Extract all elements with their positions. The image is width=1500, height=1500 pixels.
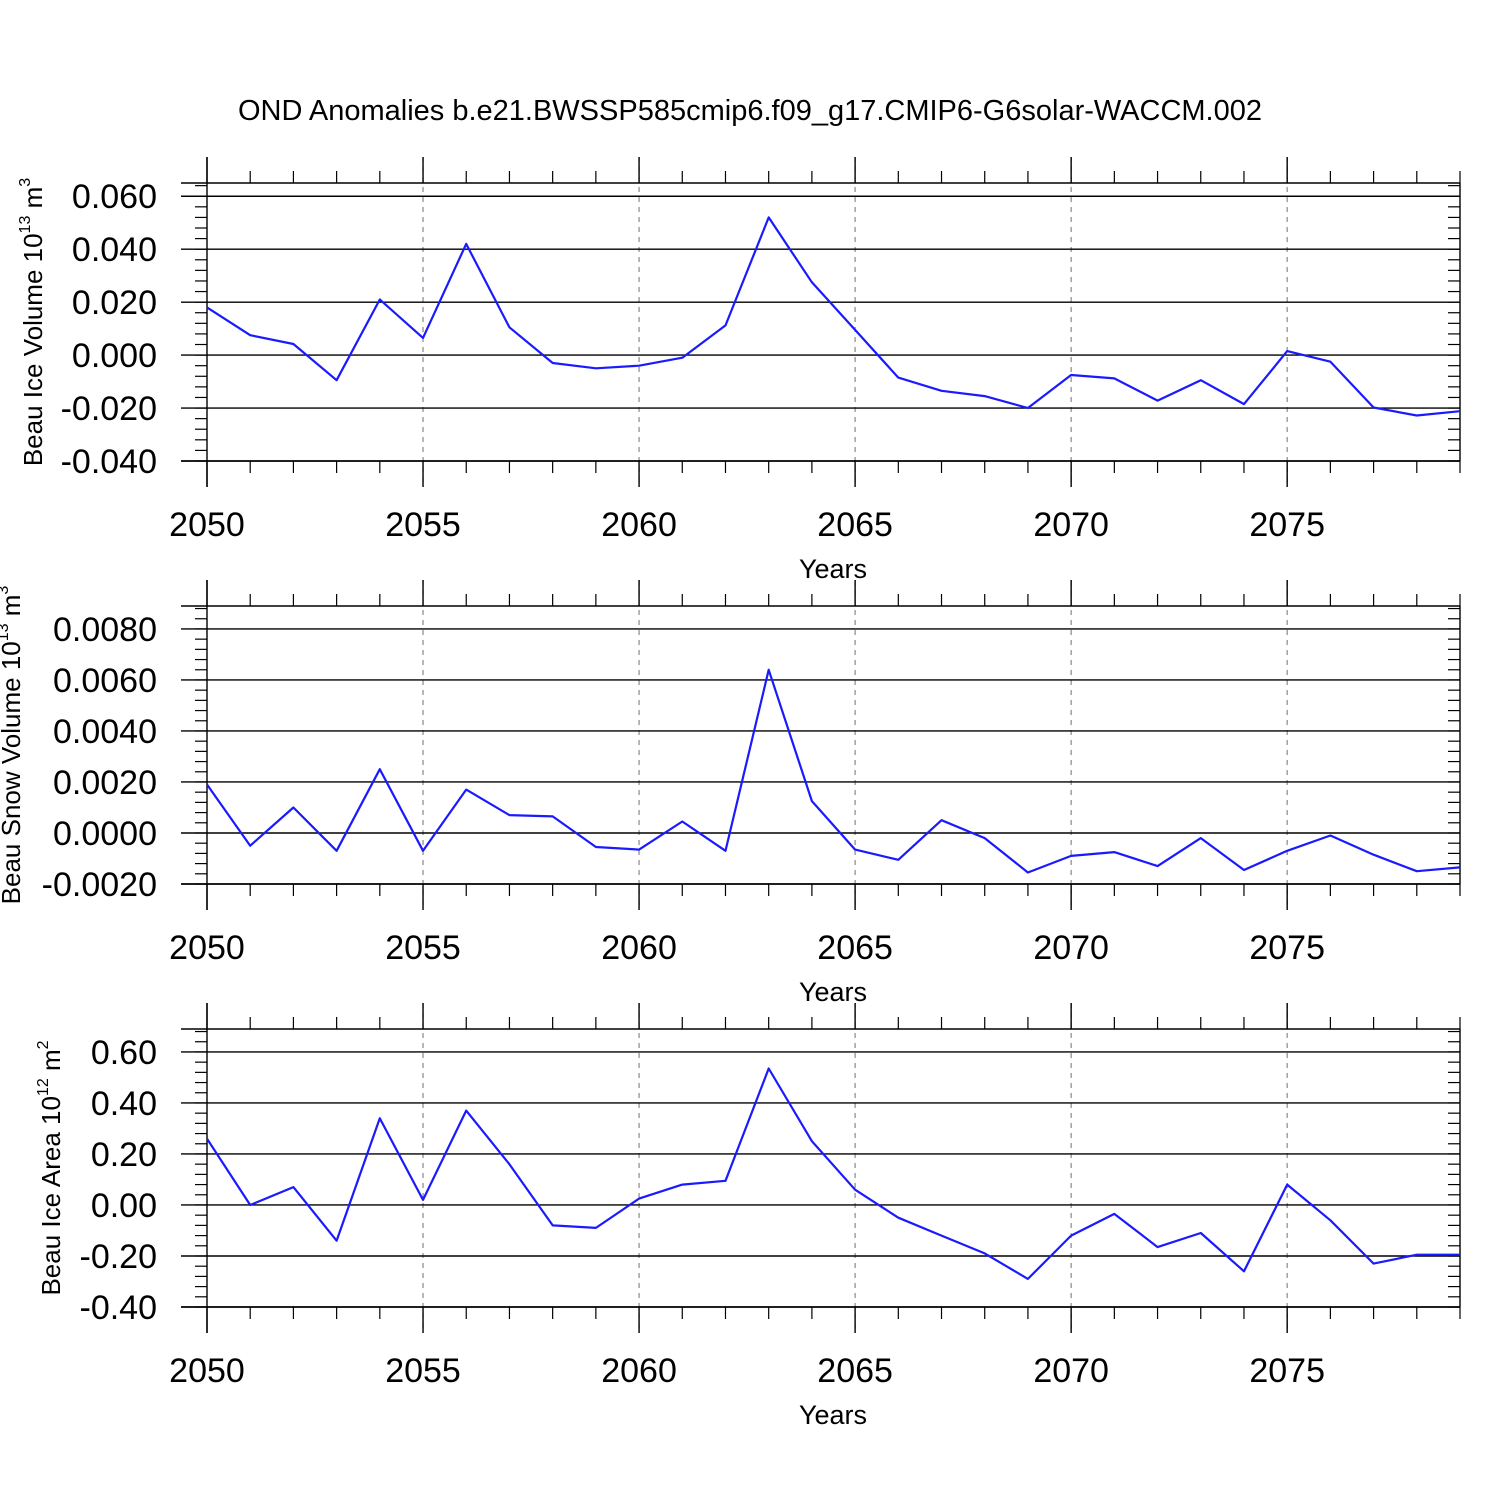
x-tick-label: 2070 xyxy=(1033,929,1109,967)
x-tick-label: 2075 xyxy=(1249,929,1325,967)
x-tick-label: 2075 xyxy=(1249,1352,1325,1390)
y-tick-label: 0.000 xyxy=(72,337,157,375)
y-tick-label: 0.0040 xyxy=(53,713,157,751)
x-tick-label: 2060 xyxy=(601,1352,677,1390)
y-tick-label: 0.0060 xyxy=(53,662,157,700)
y-tick-label: 0.00 xyxy=(91,1187,157,1225)
panel-2: 2050 2055 2060 2065 2070 2075 0.0080 0.0060 0.00… xyxy=(0,580,1461,1007)
y-axis-label: Beau Snow Volume 1013 m3 xyxy=(0,586,26,905)
y-tick-label: 0.0080 xyxy=(53,611,157,649)
x-tick-label: 2055 xyxy=(385,929,461,967)
x-axis-label: Years xyxy=(799,554,867,584)
x-tick-label: 2055 xyxy=(385,506,461,544)
x-tick-label: 2070 xyxy=(1033,1352,1109,1390)
y-tick-label: 0.60 xyxy=(91,1034,157,1072)
y-tick-label: 0.060 xyxy=(72,178,157,216)
x-tick-label: 2050 xyxy=(169,929,245,967)
x-axis-label: Years xyxy=(799,1400,867,1430)
y-axis-label: Beau Ice Volume 1013 m3 xyxy=(17,178,48,466)
y-tick-label: -0.040 xyxy=(61,443,157,481)
x-tick-label: 2060 xyxy=(601,929,677,967)
y-tick-label: 0.020 xyxy=(72,284,157,322)
y-tick-label: 0.0000 xyxy=(53,815,157,853)
x-tick-label: 2060 xyxy=(601,506,677,544)
x-tick-label: 2065 xyxy=(817,1352,893,1390)
x-tick-label: 2050 xyxy=(169,506,245,544)
x-tick-label: 2055 xyxy=(385,1352,461,1390)
x-axis-label: Years xyxy=(799,977,867,1007)
figure-title: OND Anomalies b.e21.BWSSP585cmip6.f09_g1… xyxy=(238,95,1262,127)
x-tick-label: 2070 xyxy=(1033,506,1109,544)
x-tick-label: 2075 xyxy=(1249,506,1325,544)
data-line-series xyxy=(206,216,1461,417)
y-tick-label: 0.0020 xyxy=(53,764,157,802)
y-tick-label: -0.0020 xyxy=(42,866,157,904)
data-line-series xyxy=(206,668,1461,874)
y-tick-label: -0.20 xyxy=(80,1238,158,1276)
y-tick-label: 0.40 xyxy=(91,1085,157,1123)
x-tick-label: 2050 xyxy=(169,1352,245,1390)
y-tick-label: 0.040 xyxy=(72,231,157,269)
panels: 2050 2055 2060 2065 2070 2075 0.060 0.040 0.020 0… xyxy=(0,157,1461,1430)
y-tick-label: -0.020 xyxy=(61,390,157,428)
data-line-series xyxy=(206,1067,1460,1281)
x-tick-label: 2065 xyxy=(817,929,893,967)
x-tick-label: 2065 xyxy=(817,506,893,544)
y-tick-label: -0.40 xyxy=(80,1289,158,1327)
panel-1: 2050 2055 2060 2065 2070 2075 0.060 0.040 0.020 0… xyxy=(17,157,1461,584)
panel-3: 2050 2055 2060 2065 2070 2075 0.60 0.40 0.20 0.00… xyxy=(35,1003,1461,1430)
y-tick-label: 0.20 xyxy=(91,1136,157,1174)
y-axis-label: Beau Ice Area 1012 m2 xyxy=(35,1040,66,1295)
